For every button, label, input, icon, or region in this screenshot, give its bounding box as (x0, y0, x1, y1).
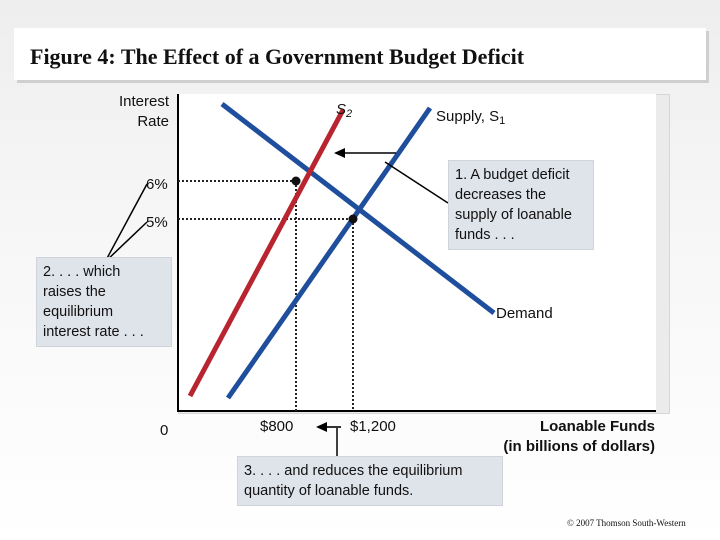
annotation-reduces-quantity: 3. . . . and reduces the equilibrium qua… (237, 456, 503, 506)
note2-pointer-up (104, 183, 148, 263)
title-box (14, 28, 706, 80)
y-tick-5pct: 5% (146, 214, 168, 231)
copyright: © 2007 Thomson South-Western (567, 518, 686, 528)
shift-arrowhead (334, 148, 345, 158)
x-tick-800: $800 (260, 418, 294, 435)
x-tick-1200: $1,200 (350, 418, 396, 435)
supply-s1-label: Supply, S1 (436, 108, 506, 127)
note2-pointer-down (104, 221, 148, 263)
y-tick-6pct: 6% (146, 176, 168, 193)
quantity-arrowhead (316, 422, 327, 432)
supply-s1-curve (225, 106, 433, 400)
annotation-raises-interest-rate: 2. . . . which raises the equilibrium in… (36, 257, 172, 347)
y-tick-zero: 0 (160, 422, 169, 439)
figure-title: Figure 4: The Effect of a Government Bud… (30, 44, 525, 69)
x-axis-label-line2: (in billions of dollars) (503, 438, 655, 455)
annotation-budget-deficit: 1. A budget deficit decreases the supply… (448, 160, 594, 250)
equilibrium-point-new (291, 176, 301, 186)
s2-label: S2 (336, 101, 353, 120)
x-axis-label-line1: Loanable Funds (539, 418, 655, 435)
supply-s2-curve (187, 108, 346, 398)
y-axis-label: Interest Rate (118, 93, 169, 130)
note1-pointer (384, 161, 449, 204)
demand-label: Demand (496, 305, 553, 322)
equilibrium-point-original (348, 214, 358, 224)
